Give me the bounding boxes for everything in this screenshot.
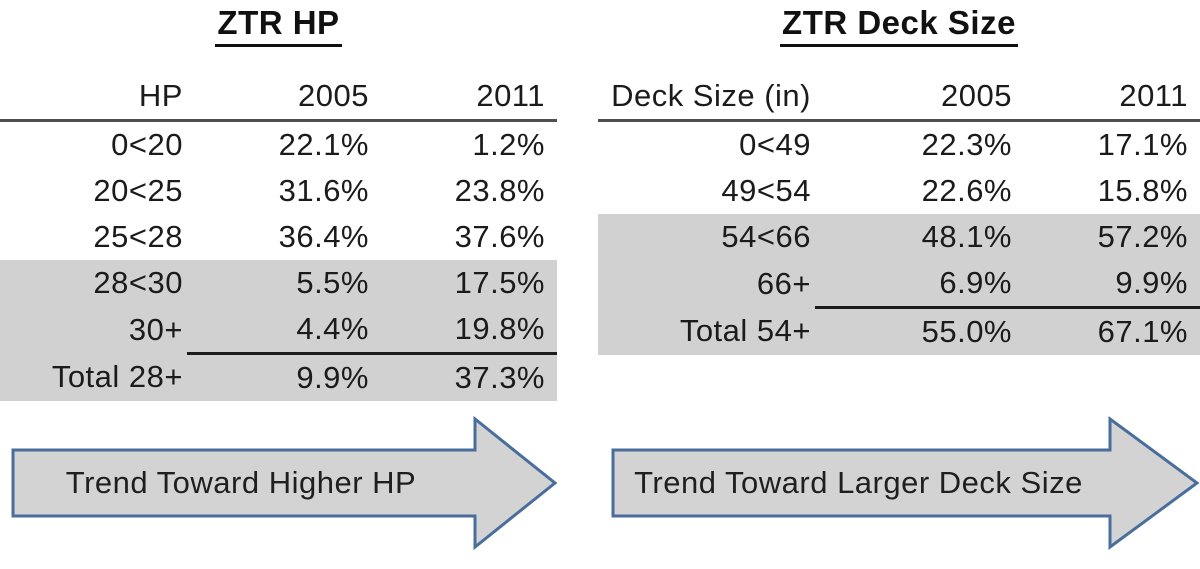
column-header: 2011 (1020, 73, 1200, 122)
column-header: 2011 (377, 73, 557, 122)
ztr-deck-title: ZTR Deck Size (598, 4, 1200, 47)
table-row: 49<54 22.6% 15.8% (598, 168, 1200, 214)
row-value-2011: 37.6% (454, 219, 545, 254)
ztr-hp-header-row: HP 2005 2011 (0, 73, 557, 122)
table-row: 30+ 4.4% 19.8% (0, 306, 557, 354)
row-label: Total 54+ (679, 313, 811, 349)
row-label: 20<25 (93, 173, 183, 208)
deck-trend-arrow-label: Trend Toward Larger Deck Size (634, 465, 1083, 500)
hp-trend-arrow-label: Trend Toward Higher HP (65, 465, 417, 500)
row-value-2005: 22.1% (278, 127, 369, 162)
total-row: Total 54+ 55.0% 67.1% (598, 306, 1200, 355)
row-label: Total 28+ (51, 359, 183, 395)
row-value-2005: 36.4% (278, 219, 369, 254)
row-value-2005: 5.5% (296, 265, 369, 300)
column-header: HP (0, 73, 187, 122)
deck-trend-arrow (611, 416, 1200, 550)
table-row: 0<49 22.3% 17.1% (598, 121, 1200, 169)
row-value-2011: 17.1% (1097, 127, 1188, 162)
table-row: 66+ 6.9% 9.9% (598, 260, 1200, 308)
ztr-hp-title-text: ZTR HP (215, 4, 342, 47)
row-value-2005: 22.6% (921, 173, 1012, 208)
row-label: 0<20 (111, 127, 183, 162)
ztr-deck-title-text: ZTR Deck Size (780, 4, 1018, 47)
row-value-2011: 57.2% (1097, 219, 1188, 254)
ztr-hp-table: HP 2005 2011 0<20 22.1% 1.2% 20<25 31.6% 23.8% 2… (0, 73, 557, 401)
hp-trend-arrow-shape (11, 415, 558, 551)
row-value-2005: 22.3% (921, 127, 1012, 162)
row-label: 54<66 (721, 219, 811, 254)
row-label: 66+ (756, 265, 811, 301)
table-row: 28<30 5.5% 17.5% (0, 260, 557, 306)
ztr-deck-table: Deck Size (in) 2005 2011 0<49 22.3% 17.1% 49<… (598, 73, 1200, 355)
row-value-2011: 67.1% (1020, 306, 1200, 355)
column-header: Deck Size (in) (598, 73, 815, 122)
deck-trend-arrow-shape (611, 416, 1200, 550)
table-row: 25<28 36.4% 37.6% (0, 214, 557, 260)
total-row: Total 28+ 9.9% 37.3% (0, 352, 557, 401)
row-value-2011: 37.3% (377, 352, 557, 401)
row-value-2011: 19.8% (454, 311, 545, 346)
row-value-2011: 15.8% (1097, 173, 1188, 208)
row-label: 0<49 (739, 127, 811, 162)
row-value-2005: 55.0% (815, 306, 1020, 355)
column-header: 2005 (187, 73, 377, 122)
row-value-2011: 1.2% (472, 127, 545, 162)
row-label: 25<28 (93, 219, 183, 254)
row-value-2011: 17.5% (454, 265, 545, 300)
row-value-2005: 48.1% (921, 219, 1012, 254)
row-value-2005: 6.9% (939, 265, 1012, 300)
table-row: 20<25 31.6% 23.8% (0, 168, 557, 214)
row-value-2005: 31.6% (278, 173, 369, 208)
row-value-2005: 4.4% (296, 311, 369, 346)
row-value-2011: 9.9% (1115, 265, 1188, 300)
row-label: 28<30 (93, 265, 183, 300)
table-row: 0<20 22.1% 1.2% (0, 121, 557, 169)
row-value-2005: 9.9% (187, 352, 377, 401)
row-value-2011: 23.8% (454, 173, 545, 208)
row-label: 30+ (128, 311, 183, 347)
row-label: 49<54 (721, 173, 811, 208)
hp-trend-arrow (11, 415, 558, 551)
table-row: 54<66 48.1% 57.2% (598, 214, 1200, 260)
ztr-deck-header-row: Deck Size (in) 2005 2011 (598, 73, 1200, 122)
column-header: 2005 (815, 73, 1020, 122)
ztr-hp-title: ZTR HP (0, 4, 557, 47)
